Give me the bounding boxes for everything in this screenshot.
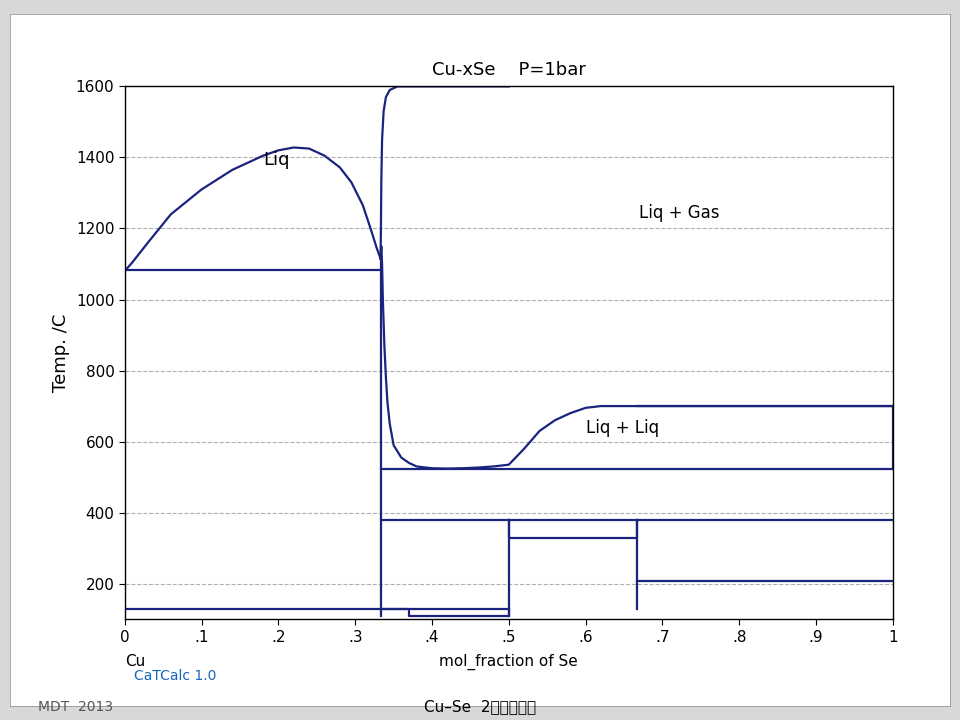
Y-axis label: Temp. /C: Temp. /C [52,314,70,392]
Text: Liq: Liq [263,150,290,168]
Text: mol_fraction of Se: mol_fraction of Se [440,654,578,670]
Text: Liq + Gas: Liq + Gas [639,204,720,222]
Text: Cu: Cu [125,654,145,669]
Text: Cu–Se  2元系状態図: Cu–Se 2元系状態図 [424,699,536,714]
Text: Liq + Liq: Liq + Liq [586,419,659,437]
Text: MDT  2013: MDT 2013 [38,701,113,714]
Title: Cu-xSe    P=1bar: Cu-xSe P=1bar [432,61,586,79]
Text: CaTCalc 1.0: CaTCalc 1.0 [134,670,217,683]
